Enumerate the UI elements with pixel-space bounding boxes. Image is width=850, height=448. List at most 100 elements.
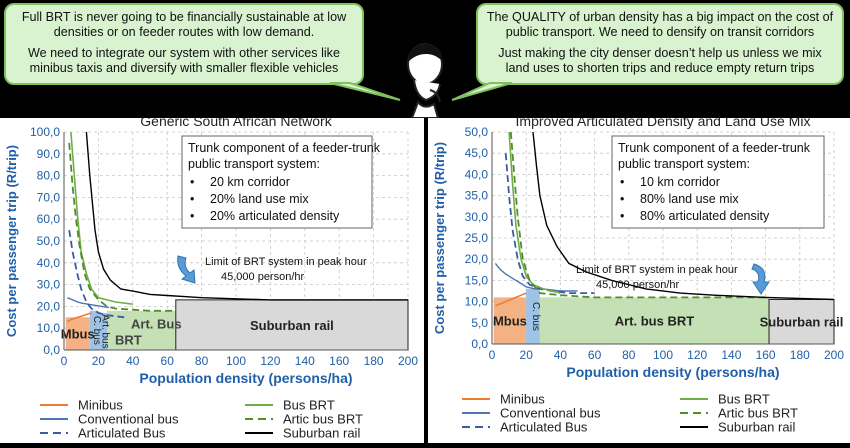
x-tick-label: 140 bbox=[295, 354, 315, 368]
region-c-bus bbox=[526, 288, 540, 344]
x-tick-label: 200 bbox=[824, 348, 844, 362]
info-title-line-1: Trunk component of a feeder-trunk bbox=[188, 141, 381, 155]
x-tick-label: 20 bbox=[92, 354, 106, 368]
x-tick-label: 140 bbox=[721, 348, 741, 362]
annotation-line-1: Limit of BRT system in peak hour bbox=[576, 264, 738, 276]
y-tick-label: 40,0 bbox=[465, 167, 489, 181]
info-bullet: • bbox=[620, 175, 624, 189]
y-tick-label: 45,0 bbox=[465, 146, 489, 160]
series-line-articulated-bus bbox=[504, 153, 595, 295]
y-tick-label: 25,0 bbox=[465, 231, 489, 245]
y-tick-label: 70,0 bbox=[37, 190, 61, 204]
region-mbus bbox=[493, 297, 527, 344]
legend-label-bus_brt: Bus BRT bbox=[718, 392, 770, 407]
x-tick-label: 0 bbox=[61, 354, 68, 368]
y-tick-label: 20,0 bbox=[37, 299, 61, 313]
info-title-line-2: public transport system: bbox=[618, 157, 750, 171]
info-bullet: • bbox=[620, 192, 624, 206]
y-tick-label: 30,0 bbox=[465, 210, 489, 224]
legend-label-conventional_bus: Conventional bus bbox=[78, 412, 179, 427]
info-title-line-1: Trunk component of a feeder-trunk bbox=[618, 141, 811, 155]
series-line-minibus bbox=[495, 292, 527, 307]
legend-label-minibus: Minibus bbox=[78, 398, 123, 413]
bubble-right-line-1: The QUALITY of urban density has a big i… bbox=[486, 10, 834, 39]
x-tick-label: 180 bbox=[790, 348, 810, 362]
x-tick-label: 60 bbox=[161, 354, 175, 368]
speech-bubble-left: Full BRT is never going to be financiall… bbox=[4, 3, 364, 85]
info-item: 80% land use mix bbox=[640, 192, 739, 206]
y-tick-label: 30,0 bbox=[37, 278, 61, 292]
info-box: Trunk component of a feeder-trunk public … bbox=[181, 135, 381, 229]
y-axis-label: Cost per passenger trip (R/trip) bbox=[4, 145, 19, 337]
legend-label-artic_bus_brt: Artic bus BRT bbox=[718, 406, 798, 421]
x-tick-label: 120 bbox=[260, 354, 280, 368]
x-tick-label: 0 bbox=[489, 348, 496, 362]
x-tick-label: 160 bbox=[756, 348, 776, 362]
y-tick-label: 0,0 bbox=[43, 343, 60, 357]
info-bullet: • bbox=[190, 192, 194, 206]
y-tick-label: 35,0 bbox=[465, 189, 489, 203]
region-label: C. bus bbox=[530, 302, 541, 331]
x-tick-label: 20 bbox=[520, 348, 534, 362]
x-tick-label: 80 bbox=[622, 348, 636, 362]
x-tick-label: 120 bbox=[687, 348, 707, 362]
x-tick-label: 80 bbox=[195, 354, 209, 368]
limit-arrow-icon bbox=[177, 255, 196, 284]
x-tick-label: 60 bbox=[588, 348, 602, 362]
series-line-artic-bus-brt bbox=[68, 142, 176, 312]
x-tick-label: 180 bbox=[364, 354, 384, 368]
series-line-minibus bbox=[66, 312, 92, 323]
x-axis-label: Population density (persons/ha) bbox=[139, 370, 352, 386]
info-item: 10 km corridor bbox=[640, 175, 720, 189]
x-tick-label: 100 bbox=[226, 354, 246, 368]
region-label: Art. bus BRT bbox=[615, 314, 695, 329]
series-line-bus-brt bbox=[508, 132, 561, 294]
bubble-left-line-1: Full BRT is never going to be financiall… bbox=[21, 10, 347, 39]
y-axis-label: Cost per passenger trip (R/trip) bbox=[432, 142, 447, 334]
y-tick-label: 100,0 bbox=[30, 125, 60, 139]
chart-title: Improved Articulated Density and Land Us… bbox=[516, 118, 811, 129]
y-tick-label: 10,0 bbox=[37, 321, 61, 335]
thinking-head-icon bbox=[407, 43, 443, 118]
x-tick-label: 200 bbox=[398, 354, 418, 368]
info-title-line-2: public transport system: bbox=[188, 157, 320, 171]
region-label: Mbus bbox=[493, 314, 527, 329]
region-label: Mbus bbox=[61, 327, 95, 342]
region-mbus bbox=[65, 317, 90, 350]
y-tick-label: 50,0 bbox=[37, 234, 61, 248]
legend: Minibus Bus BRT Conventional bus Artic bus … bbox=[40, 398, 363, 441]
y-tick-label: 20,0 bbox=[465, 252, 489, 266]
region-label: Art. bus bbox=[100, 314, 111, 348]
x-tick-label: 40 bbox=[126, 354, 140, 368]
legend: Minibus Bus BRT Conventional bus Artic bus … bbox=[462, 392, 798, 435]
y-tick-label: 5,0 bbox=[471, 316, 488, 330]
y-tick-label: 10,0 bbox=[465, 295, 489, 309]
bubble-right-tail bbox=[451, 82, 513, 101]
y-tick-label: 40,0 bbox=[37, 256, 61, 270]
info-item: 20% land use mix bbox=[210, 192, 309, 206]
x-axis-label: Population density (persons/ha) bbox=[566, 364, 779, 380]
series-line-bus-brt bbox=[70, 132, 133, 305]
legend-label-artic_bus_brt: Artic bus BRT bbox=[283, 412, 363, 427]
y-tick-label: 0,0 bbox=[471, 337, 488, 351]
region-art-bus bbox=[98, 312, 107, 350]
series-line-conventional-bus bbox=[67, 297, 109, 309]
y-tick-label: 90,0 bbox=[37, 147, 61, 161]
region-label: C. bus bbox=[91, 316, 102, 345]
series-line-suburban-rail bbox=[532, 132, 834, 301]
legend-label-suburban_rail: Suburban rail bbox=[718, 420, 795, 435]
left-chart-panel: Generic South African Network 0,0 10,0 20,0… bbox=[0, 113, 424, 443]
limit-arrow-icon bbox=[751, 263, 770, 295]
region-art-bus-brt bbox=[539, 297, 770, 344]
series-line-articulated-bus bbox=[68, 229, 125, 319]
bubble-left-tail bbox=[329, 82, 401, 101]
region-c-bus bbox=[89, 310, 99, 350]
annotation-line-1: Limit of BRT system in peak hour bbox=[205, 256, 367, 268]
bubble-right-line-2: Just making the city denser doesn’t help… bbox=[498, 46, 822, 75]
info-box: Trunk component of a feeder-trunk public … bbox=[611, 135, 825, 229]
legend-label-suburban_rail: Suburban rail bbox=[283, 426, 360, 441]
series-line-artic-bus-brt bbox=[509, 132, 769, 299]
series-line-conventional-bus bbox=[494, 262, 578, 292]
legend-label-articulated_bus: Articulated Bus bbox=[500, 420, 588, 435]
y-tick-label: 80,0 bbox=[37, 169, 61, 183]
